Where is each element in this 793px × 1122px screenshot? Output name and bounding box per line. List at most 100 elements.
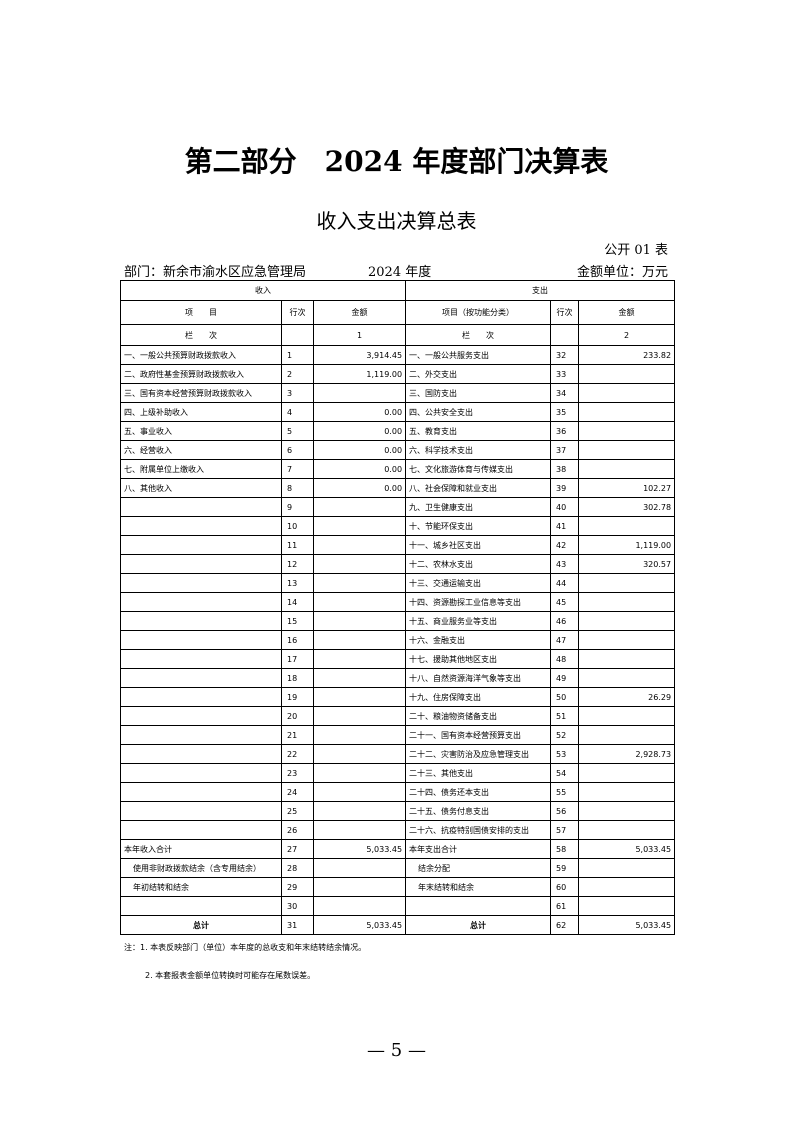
cell: 二十、粮油物资储备支出	[405, 706, 552, 726]
data-row: 一、一般公共预算财政拨款收入 1 3,914.45 一、一般公共服务支出 32 233.8…	[120, 345, 676, 365]
note: 2. 本套报表金额单位转换时可能存在尾数误差。	[145, 971, 316, 980]
cell: 43	[550, 554, 580, 574]
cell: 320.57	[578, 554, 676, 574]
data-row: 五、事业收入 5 0.00 五、教育支出 36	[120, 421, 676, 441]
cell: 1,119.00	[578, 535, 676, 555]
cell	[312, 668, 407, 688]
cell: 六、科学技术支出	[405, 440, 552, 460]
cell: 1,119.00	[312, 364, 407, 384]
cell: 233.82	[578, 345, 676, 365]
data-row: 30 61	[120, 896, 676, 916]
cell: 十六、金融支出	[405, 630, 552, 650]
cell: 1	[312, 324, 407, 346]
cell: 14	[281, 592, 314, 612]
cell: 39	[550, 478, 580, 498]
cell: 8	[281, 478, 314, 498]
data-row: 总计 31 5,033.45 总计 62 5,033.45	[120, 915, 676, 935]
cell	[312, 782, 407, 802]
cell	[120, 896, 282, 916]
cell: 51	[550, 706, 580, 726]
cell: 21	[281, 725, 314, 745]
cell: 金额	[578, 300, 676, 325]
cell: 二、外交支出	[405, 364, 552, 384]
data-row: 12 十二、农林水支出 43 320.57	[120, 554, 676, 574]
cell: 20	[281, 706, 314, 726]
cell: 使用非财政拨款结余（含专用结余）	[120, 858, 282, 878]
cell: 2	[578, 324, 676, 346]
cell	[312, 763, 407, 783]
cell: 22	[281, 744, 314, 764]
cell: 18	[281, 668, 314, 688]
cell: 年初结转和结余	[120, 877, 282, 897]
data-row: 18 十八、自然资源海洋气象等支出 49	[120, 668, 676, 688]
cell: 30	[281, 896, 314, 916]
cell: 102.27	[578, 478, 676, 498]
cell	[281, 324, 314, 346]
cell: 十八、自然资源海洋气象等支出	[405, 668, 552, 688]
cell: 15	[281, 611, 314, 631]
cell: 四、上级补助收入	[120, 402, 282, 422]
note: 注：1. 本表反映部门（单位）本年度的总收支和年末结转结余情况。	[124, 943, 367, 952]
cell: 收入	[119, 280, 407, 301]
cell: 十五、商业服务业等支出	[405, 611, 552, 631]
cell: 二、政府性基金预算财政拨款收入	[120, 364, 282, 384]
cell: 13	[281, 573, 314, 593]
cell	[578, 801, 676, 821]
data-row: 24 二十四、债务还本支出 55	[120, 782, 676, 802]
cell: 27	[281, 839, 314, 859]
cell: 十九、住房保障支出	[405, 687, 552, 707]
cell	[312, 383, 407, 403]
cell: 53	[550, 744, 580, 764]
cell: 31	[281, 915, 314, 935]
cell: 9	[281, 497, 314, 517]
cell: 24	[281, 782, 314, 802]
cell: 6	[281, 440, 314, 460]
cell: 一、一般公共预算财政拨款收入	[120, 345, 282, 365]
department: 部门：新余市渝水区应急管理局	[124, 265, 307, 280]
data-row: 四、上级补助收入 4 0.00 四、公共安全支出 35	[120, 402, 676, 422]
cell: 5,033.45	[578, 915, 676, 935]
cell: 二十六、抗疫特别国债安排的支出	[405, 820, 552, 840]
cell: 59	[550, 858, 580, 878]
year: 2024 年度	[368, 265, 432, 280]
cell	[120, 820, 282, 840]
cell	[120, 630, 282, 650]
cell	[312, 820, 407, 840]
cell: 一、一般公共服务支出	[405, 345, 552, 365]
data-row: 20 二十、粮油物资储备支出 51	[120, 706, 676, 726]
cell: 19	[281, 687, 314, 707]
cell	[312, 801, 407, 821]
cell: 十一、城乡社区支出	[405, 535, 552, 555]
cell	[578, 630, 676, 650]
cell	[120, 516, 282, 536]
cell	[120, 725, 282, 745]
cell: 26.29	[578, 687, 676, 707]
cell: 302.78	[578, 497, 676, 517]
cell: 47	[550, 630, 580, 650]
data-row: 9 九、卫生健康支出 40 302.78	[120, 497, 676, 517]
cell: 52	[550, 725, 580, 745]
cell: 34	[550, 383, 580, 403]
cell: 40	[550, 497, 580, 517]
cell: 结余分配	[405, 858, 552, 878]
cell	[550, 324, 580, 346]
cell: 23	[281, 763, 314, 783]
cell: 十三、交通运输支出	[405, 573, 552, 593]
data-row: 22 二十二、灾害防治及应急管理支出 53 2,928.73	[120, 744, 676, 764]
cell	[312, 611, 407, 631]
cell	[312, 877, 407, 897]
cell	[578, 782, 676, 802]
cell	[120, 649, 282, 669]
cell: 49	[550, 668, 580, 688]
cell	[120, 535, 282, 555]
cell	[120, 782, 282, 802]
cell: 0.00	[312, 402, 407, 422]
cell	[312, 554, 407, 574]
cell: 54	[550, 763, 580, 783]
data-row: 16 十六、金融支出 47	[120, 630, 676, 650]
cell	[120, 554, 282, 574]
data-row: 11 十一、城乡社区支出 42 1,119.00	[120, 535, 676, 555]
cell: 五、事业收入	[120, 421, 282, 441]
cell: 7	[281, 459, 314, 479]
cell: 26	[281, 820, 314, 840]
